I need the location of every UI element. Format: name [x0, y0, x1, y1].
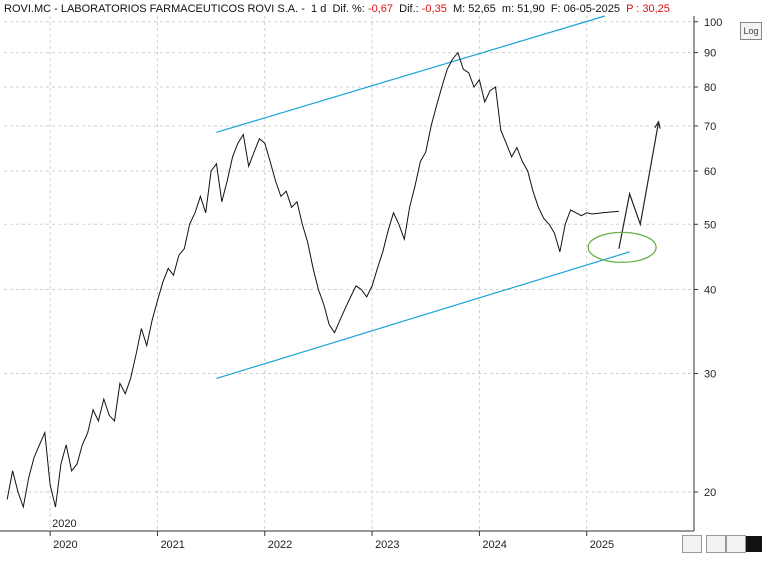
y-tick-label: 80: [704, 82, 716, 94]
x-tick-label: 2022: [268, 539, 292, 551]
x-tick-label: 2021: [160, 539, 184, 551]
x-tick-label: 2023: [375, 539, 399, 551]
support-ellipse: [587, 231, 657, 264]
dif-value: -0,35: [421, 3, 447, 15]
grid: [4, 16, 694, 531]
y-tick-label: 90: [704, 48, 716, 60]
pin-icon[interactable]: [726, 535, 746, 553]
lower-channel-line: [216, 251, 630, 380]
ticker-label: ROVI.MC - LABORATORIOS FARMACEUTICOS ROV…: [4, 3, 305, 15]
min-label: m: 51,90: [501, 3, 545, 15]
dif-label: Dif.:: [399, 3, 419, 15]
y-tick-label: 100: [704, 17, 722, 29]
p-label: P : 30,25: [626, 3, 670, 15]
upper-channel-line: [216, 15, 606, 133]
chart-header: ROVI.MC - LABORATORIOS FARMACEUTICOS ROV…: [4, 3, 670, 15]
y-tick-label: 30: [704, 369, 716, 381]
wave-icon[interactable]: [682, 535, 702, 553]
annotations: [587, 120, 661, 264]
ticks: 20 30 40 50 60 70 80 90 100 2020 2021 2022 2023 2024 2…: [49, 17, 722, 551]
timeframe-label: 1 d: [311, 3, 327, 15]
x-tick-label: 2020: [53, 539, 77, 551]
x-tick-label: 2024: [482, 539, 506, 551]
date-label: F: 06-05-2025: [550, 3, 620, 15]
dif-pct-value: -0,67: [367, 3, 394, 15]
y-tick-label: 20: [704, 487, 716, 499]
max-label: M: 52,65: [452, 3, 496, 15]
axes: [0, 16, 695, 532]
price-series-line: [6, 51, 619, 509]
dif-pct-label: Dif. %:: [332, 3, 365, 15]
y-tick-label: 60: [704, 166, 716, 178]
x-period-marker-label: 2020: [52, 518, 76, 530]
channel-lines: [216, 15, 630, 380]
y-tick-label: 70: [704, 121, 716, 133]
x-tick-label: 2025: [590, 539, 614, 551]
projection-arrow-line: [618, 121, 660, 249]
y-tick-label: 50: [704, 219, 716, 231]
color-swatch-icon[interactable]: [746, 536, 762, 552]
log-scale-button[interactable]: Log: [740, 22, 762, 40]
save-icon[interactable]: [706, 535, 726, 553]
y-tick-label: 40: [704, 284, 716, 296]
projection-arrow-head: [654, 120, 661, 129]
